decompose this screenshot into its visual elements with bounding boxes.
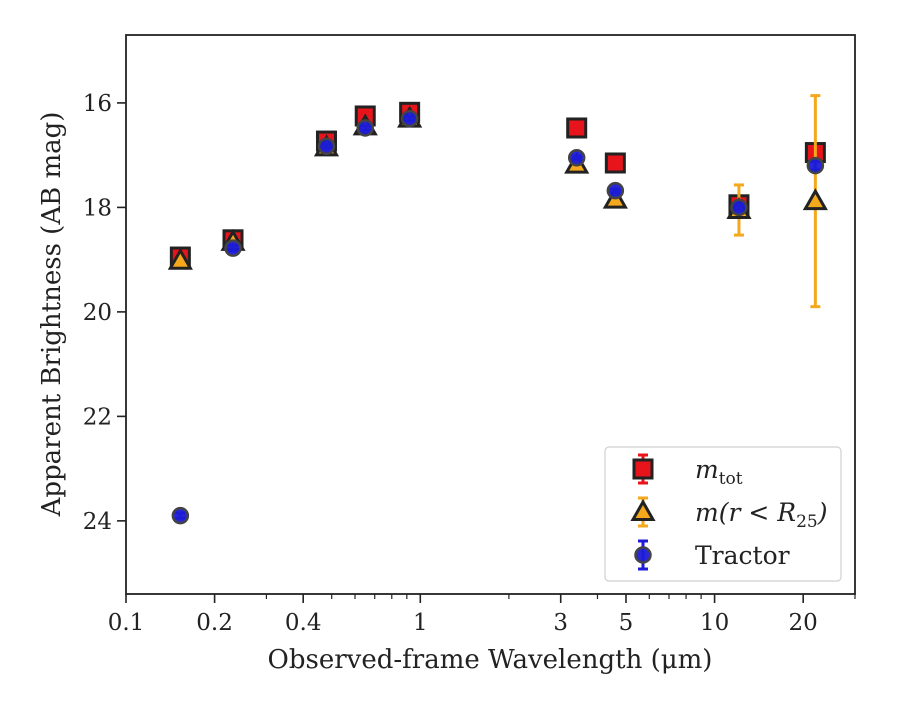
data-point-m_tot bbox=[604, 152, 626, 174]
data-point-m_tot bbox=[566, 117, 588, 139]
y-tick-label: 16 bbox=[83, 91, 112, 117]
x-tick-label: 0.4 bbox=[285, 610, 322, 636]
legend-label: Tractor bbox=[695, 541, 790, 570]
data-point-tractor bbox=[606, 181, 625, 200]
data-point-tractor bbox=[356, 119, 374, 137]
axes-layer: 0.1 0.2 0.4 1 3 5 10 20 16 18 20 22 24 bbox=[83, 91, 856, 636]
x-tick-label: 5 bbox=[619, 610, 634, 636]
legend-marker bbox=[634, 546, 652, 564]
y-axis-label: Apparent Brightness (AB mag) bbox=[37, 112, 67, 518]
data-point-tractor bbox=[567, 149, 586, 167]
data-point-tractor bbox=[400, 109, 419, 128]
x-tick-label: 20 bbox=[789, 610, 818, 636]
legend-marker bbox=[632, 458, 654, 480]
legend-box bbox=[604, 446, 842, 582]
y-tick-label: 20 bbox=[83, 300, 112, 326]
series-tractor bbox=[171, 109, 825, 525]
y-tick-label: 18 bbox=[83, 195, 112, 221]
data-point-m_r25 bbox=[802, 188, 828, 211]
legend-marker bbox=[630, 498, 656, 521]
data-point-tractor bbox=[224, 239, 242, 257]
y-tick-label: 22 bbox=[83, 404, 112, 430]
legend-item-tractor: Tractor bbox=[634, 539, 790, 571]
x-tick-label: 3 bbox=[553, 610, 568, 636]
x-tick-label: 0.1 bbox=[108, 610, 145, 636]
legend-item-m_r25: m(r < R25) bbox=[630, 496, 827, 532]
x-axis-label: Observed-frame Wavelength (μm) bbox=[268, 645, 713, 675]
legend-label: m(r < R25) bbox=[695, 498, 827, 532]
legend-item-m_tot: mtot bbox=[632, 453, 743, 489]
legend: mtot m(r < R25) Tractor bbox=[604, 446, 842, 582]
data-point-tractor bbox=[317, 137, 336, 156]
data-point-m_r25 bbox=[167, 247, 193, 270]
series-layer bbox=[167, 94, 828, 525]
legend-label: mtot bbox=[695, 455, 743, 489]
data-point-tractor bbox=[730, 198, 748, 217]
data-point-tractor bbox=[806, 156, 825, 175]
x-tick-label: 0.2 bbox=[196, 610, 233, 636]
data-point-tractor bbox=[171, 506, 190, 525]
x-tick-label: 10 bbox=[700, 610, 729, 636]
y-tick-label: 24 bbox=[83, 509, 112, 535]
x-tick-label: 1 bbox=[413, 610, 428, 636]
